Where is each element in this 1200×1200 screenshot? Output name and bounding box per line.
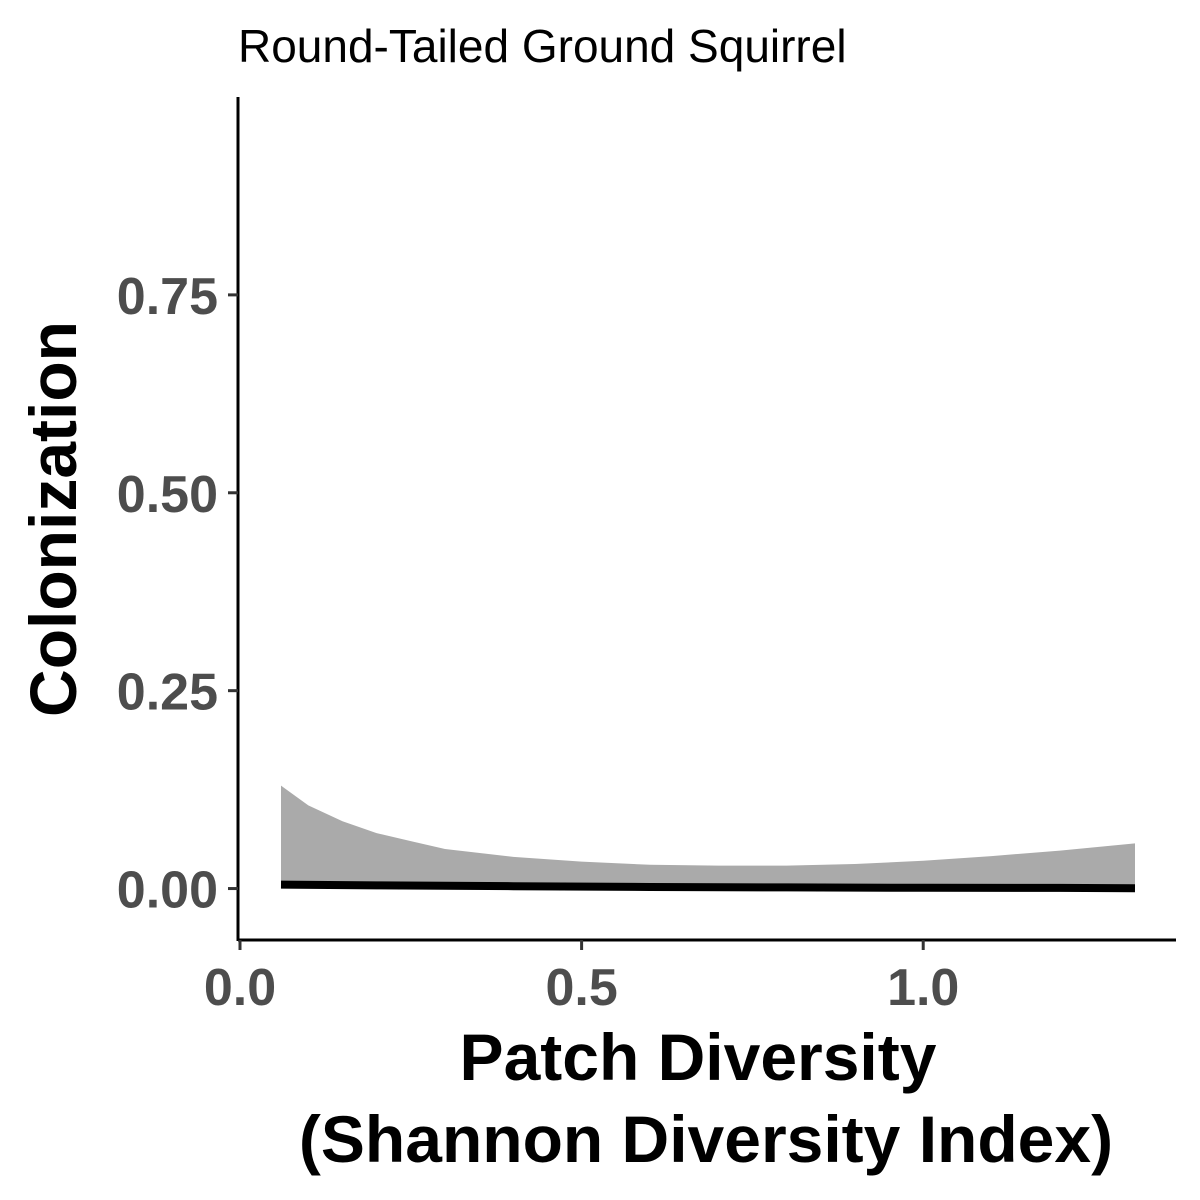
y-tick-label: 0.00 xyxy=(117,862,218,920)
chart-title: Round-Tailed Ground Squirrel xyxy=(238,20,847,72)
confidence-ribbon xyxy=(281,785,1135,889)
x-tick-label: 1.0 xyxy=(887,959,959,1017)
y-axis-ticks: 0.00 0.25 0.50 0.75 xyxy=(117,268,238,920)
y-tick-label: 0.25 xyxy=(117,664,218,722)
prediction-line xyxy=(280,880,1136,893)
x-axis-title-line-2: (Shannon Diversity Index) xyxy=(299,1102,1113,1176)
x-tick-label: 0.0 xyxy=(204,959,276,1017)
x-axis-ticks: 0.0 0.5 1.0 xyxy=(204,940,959,1017)
y-axis-title: Colonization xyxy=(16,321,90,717)
y-tick-label: 0.50 xyxy=(117,466,218,524)
x-axis-title-line-1: Patch Diversity xyxy=(460,1020,937,1094)
y-tick-label: 0.75 xyxy=(117,268,218,326)
x-tick-label: 0.5 xyxy=(545,959,617,1017)
plot-area xyxy=(280,785,1136,893)
